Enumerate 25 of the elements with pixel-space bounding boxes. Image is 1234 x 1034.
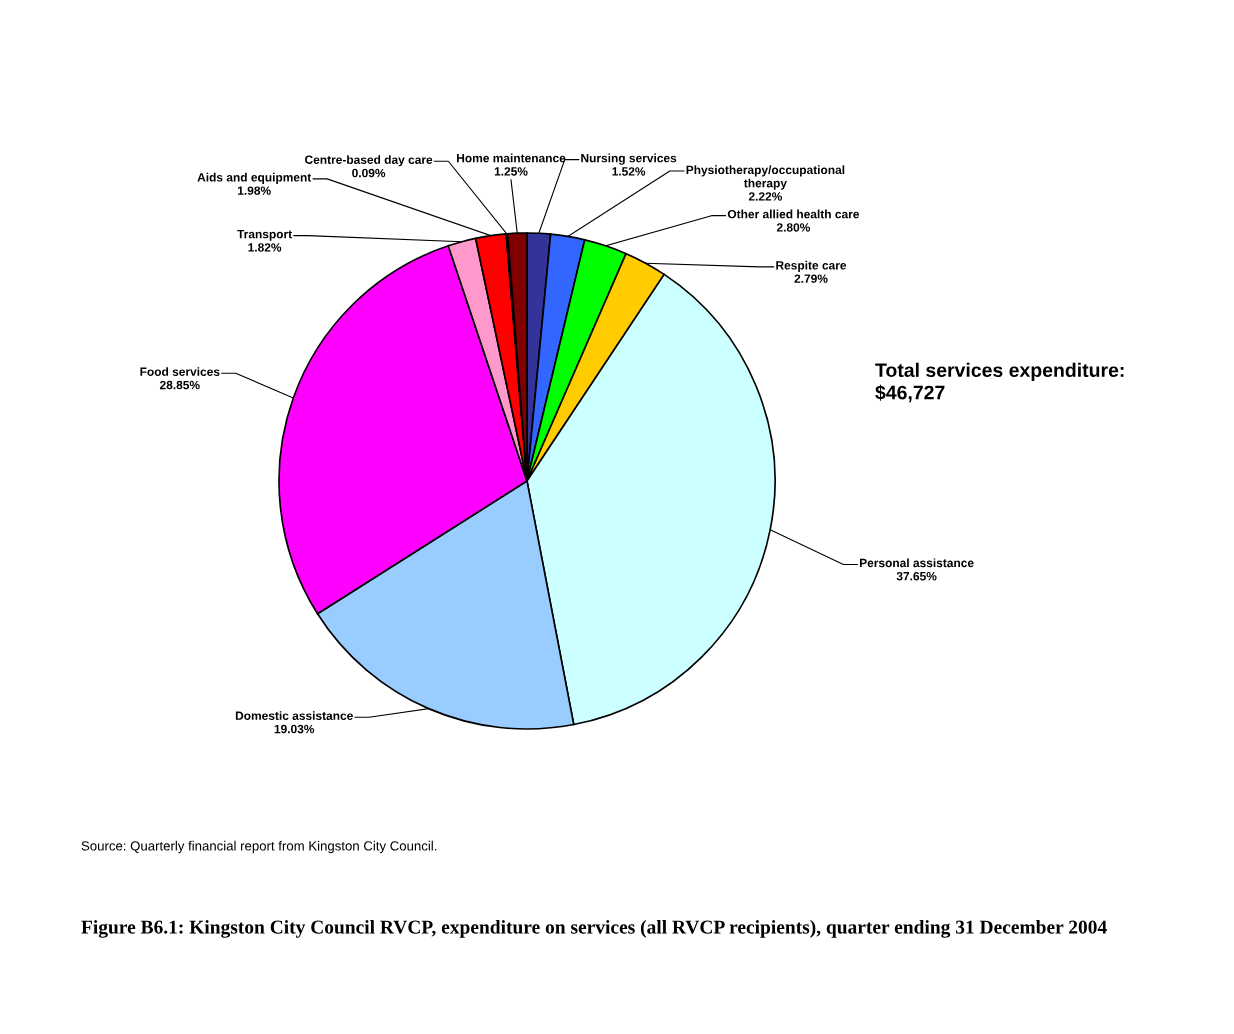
- slice-label: Centre-based day care: [305, 155, 433, 167]
- data-label: 1.25%: [494, 167, 528, 176]
- slice-label: Transport: [237, 230, 292, 241]
- text: Total services expenditure: $46,727: [875, 362, 1124, 403]
- slice-label: Nursing services: [581, 153, 677, 165]
- slice-label: Home maintenance: [457, 153, 566, 163]
- data-label: 1.82%: [248, 243, 282, 252]
- data-label: 19.03%: [274, 724, 315, 734]
- data-label: 2.80%: [776, 223, 811, 232]
- slice-label: Physiotherapy/occupational therapy: [686, 165, 845, 190]
- text: Figure B6.1: Kingston City Council RVCP, expenditure on services (all RVCP recipients), quarter ending 31 December 2004: [81, 920, 1107, 938]
- data-label: 2.22%: [748, 192, 783, 201]
- slice-label: Respite care: [776, 260, 847, 272]
- slice-label: Personal assistance: [859, 558, 974, 568]
- data-label: 1.52%: [612, 167, 646, 176]
- source-note: Source: Quarterly financial report from Kingston City Council.: [81, 840, 437, 854]
- slice-label: Other allied health care: [727, 209, 860, 219]
- data-label: 1.98%: [238, 186, 271, 195]
- data-label: 2.79%: [794, 274, 828, 283]
- data-label: 28.85%: [159, 380, 200, 390]
- data-label: 0.09%: [352, 168, 386, 178]
- slice-label: Food services: [140, 367, 220, 376]
- slice-label: Aids and equipment: [197, 172, 312, 184]
- data-label: 37.65%: [896, 572, 937, 581]
- slice-label: Domestic assistance: [235, 711, 353, 720]
